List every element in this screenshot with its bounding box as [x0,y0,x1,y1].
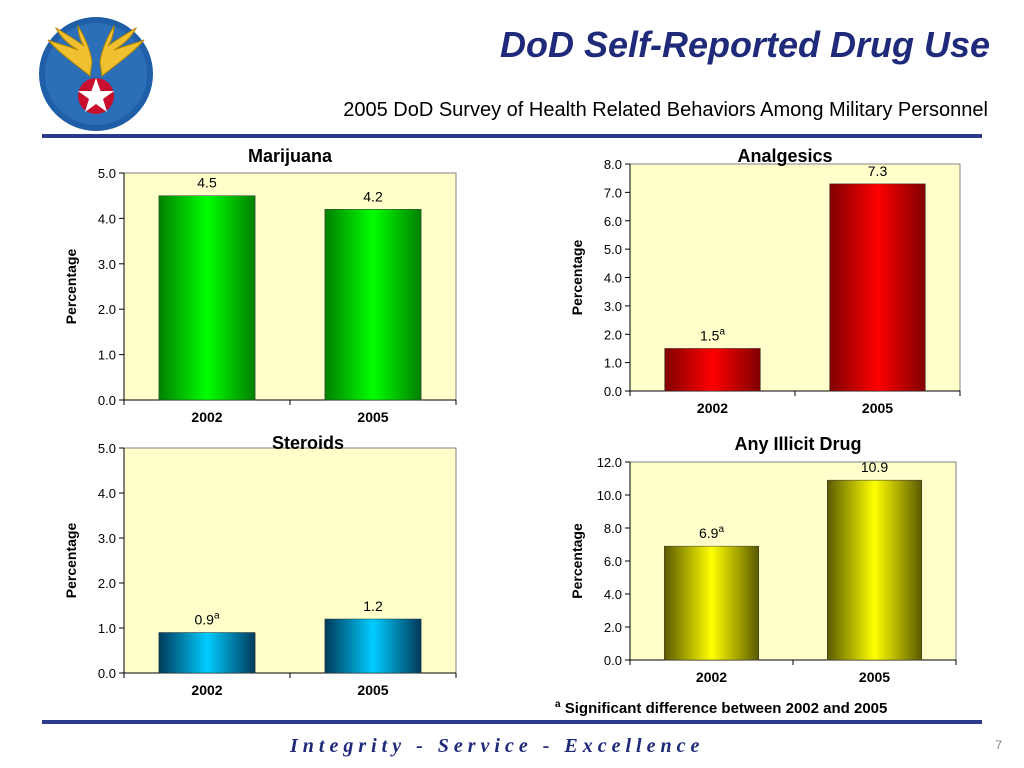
analgesics-ytick-label: 4.0 [604,271,622,286]
steroids-ytick-label: 3.0 [98,531,116,546]
steroids-value-label-2005: 1.2 [363,598,383,614]
header-divider [42,134,982,138]
marijuana-ytick-label: 3.0 [98,257,116,272]
steroids-ylabel: Percentage [63,523,79,599]
any-illicit-drug-ytick-label: 0.0 [604,653,622,668]
any-illicit-drug-ytick-label: 12.0 [597,455,622,470]
steroids-bar-2005 [324,618,422,674]
analgesics-ytick-label: 2.0 [604,327,622,342]
any-illicit-drug-ytick-label: 4.0 [604,587,622,602]
air-force-logo [39,17,153,131]
analgesics-ytick-label: 5.0 [604,242,622,257]
footnote-text: Significant difference between 2002 and … [564,700,888,717]
analgesics-significance-mark: a [719,326,725,337]
marijuana-value-label-2002: 4.5 [197,175,217,191]
any-illicit-drug-value-label-2005: 10.9 [861,459,888,475]
any-illicit-drug-ytick-label: 10.0 [597,488,622,503]
any-illicit-drug-xtick-label: 2002 [696,669,727,685]
steroids-chart: Steroids 0.0 1.0 2.0 3.0 4.0 5.0 Percentage 0.9a… [63,433,457,698]
marijuana-xtick-label: 2005 [357,409,388,425]
analgesics-ytick-label: 0.0 [604,384,622,399]
any-illicit-drug-significance-mark: a [718,524,724,535]
steroids-title: Steroids [272,433,344,453]
any-illicit-drug-ylabel: Percentage [569,523,585,599]
marijuana-chart: Marijuana 0.0 1.0 2.0 3.0 4.0 5.0 Percentage 4.5… [63,146,457,425]
analgesics-ylabel: Percentage [569,240,585,316]
analgesics-title: Analgesics [737,146,832,166]
marijuana-xtick-label: 2002 [191,409,222,425]
steroids-value-label-2002: 0.9a [194,611,219,628]
any-illicit-drug-value-label-2002: 6.9a [699,524,724,541]
analgesics-value-label-2005: 7.3 [868,163,888,179]
analgesics-bar-2002 [664,348,761,392]
steroids-xtick-label: 2005 [357,682,388,698]
steroids-bar-2002 [158,632,256,674]
steroids-significance-mark: a [214,611,220,622]
any-illicit-drug-bar-2005 [826,479,923,661]
any-illicit-drug-bar-2002 [663,545,760,661]
analgesics-ytick-label: 6.0 [604,214,622,229]
marijuana-title: Marijuana [248,146,333,166]
analgesics-ytick-label: 1.0 [604,356,622,371]
analgesics-ytick-label: 7.0 [604,185,622,200]
marijuana-ytick-label: 1.0 [98,348,116,363]
analgesics-xtick-label: 2005 [862,400,893,416]
footer-divider [42,720,982,724]
steroids-ytick-label: 4.0 [98,486,116,501]
marijuana-ylabel: Percentage [63,249,79,325]
marijuana-bar-2002 [158,195,256,401]
footnote-marker: a [555,699,561,710]
analgesics-bar-2005 [829,183,926,392]
page-subtitle: 2005 DoD Survey of Health Related Behavi… [343,99,988,121]
steroids-xtick-label: 2002 [191,682,222,698]
any-illicit-drug-title: Any Illicit Drug [734,434,861,454]
steroids-ytick-label: 0.0 [98,666,116,681]
page-number: 7 [995,738,1002,752]
analgesics-xtick-label: 2002 [697,400,728,416]
steroids-ytick-label: 1.0 [98,621,116,636]
any-illicit-drug-ytick-label: 6.0 [604,554,622,569]
marijuana-ytick-label: 0.0 [98,393,116,408]
analgesics-ytick-label: 3.0 [604,299,622,314]
footer-tagline: Integrity - Service - Excellence [290,735,705,757]
any-illicit-drug-xtick-label: 2005 [859,669,890,685]
page-title: DoD Self-Reported Drug Use [499,24,990,65]
any-illicit-drug-ytick-label: 8.0 [604,521,622,536]
steroids-ytick-label: 5.0 [98,441,116,456]
marijuana-bar-2005 [324,209,422,401]
steroids-ytick-label: 2.0 [98,576,116,591]
marijuana-ytick-label: 2.0 [98,302,116,317]
analgesics-value-label-2002: 1.5a [700,326,725,343]
analgesics-ytick-label: 8.0 [604,157,622,172]
any-illicit-drug-chart: Any Illicit Drug 0.0 2.0 4.0 6.0 8.0 10.0 12.0 P… [569,434,957,685]
analgesics-chart: Analgesics 0.0 1.0 2.0 3.0 4.0 5.0 6.0 7.0 8.0 Per… [569,146,961,416]
marijuana-ytick-label: 5.0 [98,166,116,181]
significance-footnote: a Significant difference between 2002 an… [555,699,887,717]
any-illicit-drug-ytick-label: 2.0 [604,620,622,635]
marijuana-value-label-2005: 4.2 [363,188,383,204]
marijuana-ytick-label: 4.0 [98,211,116,226]
